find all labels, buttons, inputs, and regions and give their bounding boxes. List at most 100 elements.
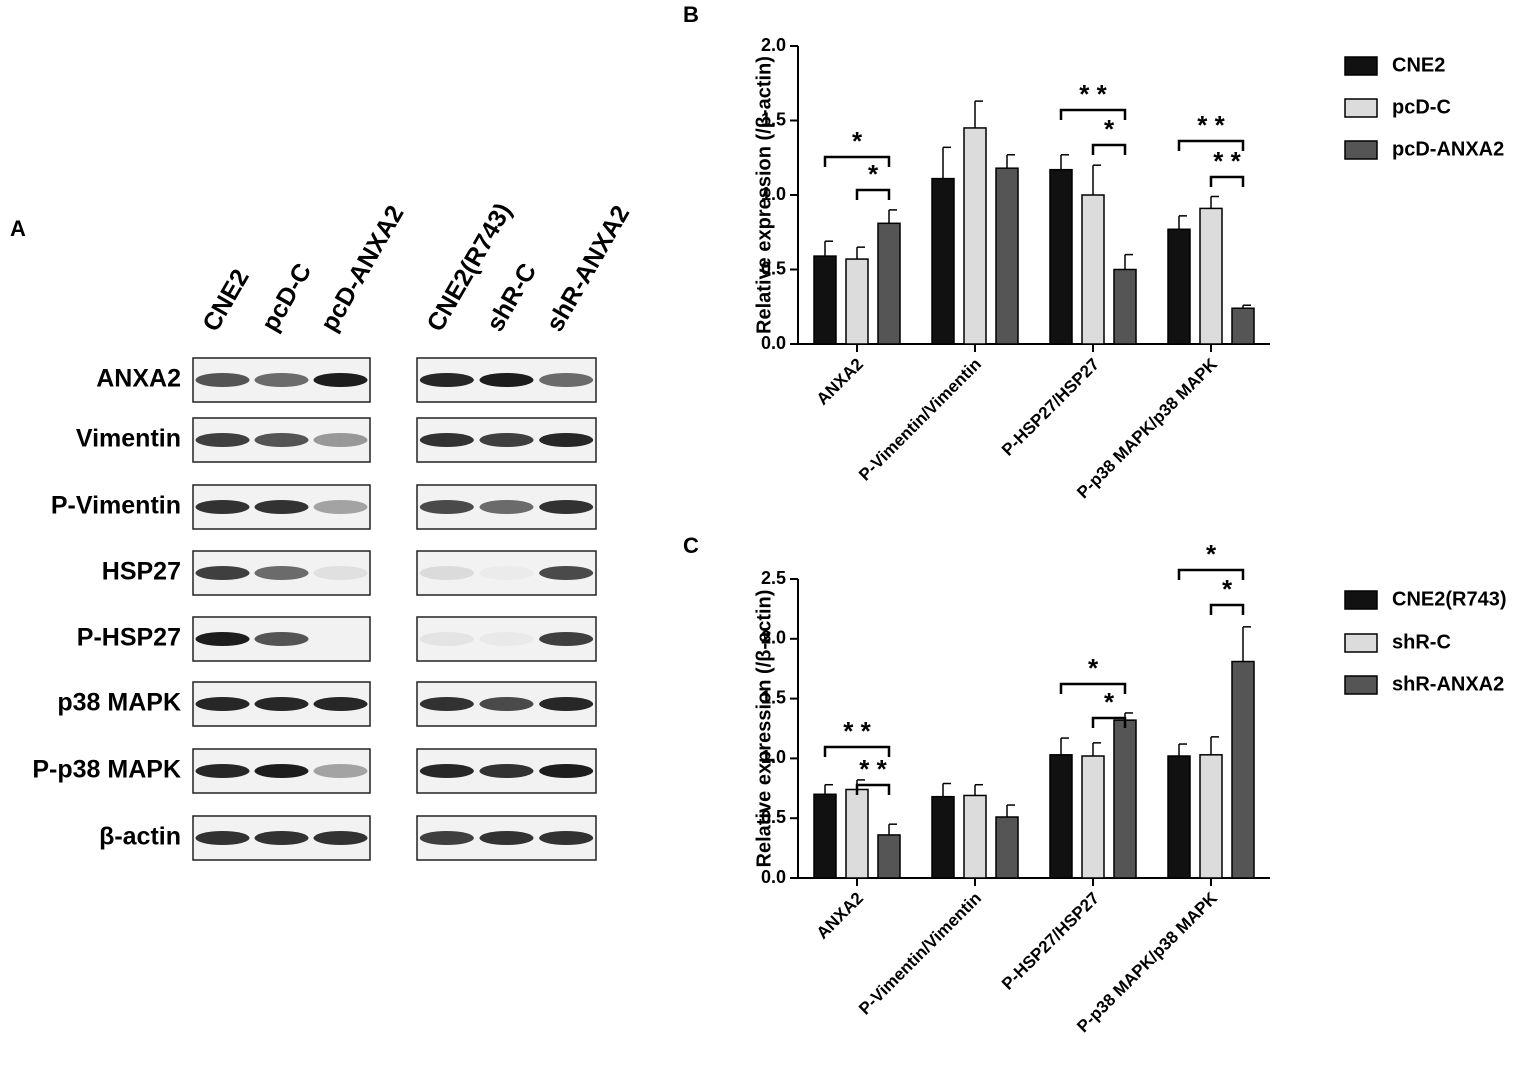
blot-band bbox=[539, 566, 594, 580]
blot-band bbox=[419, 632, 474, 646]
blot-band bbox=[419, 764, 474, 778]
blot-band bbox=[195, 373, 250, 387]
panel-label: B bbox=[683, 2, 699, 27]
bar bbox=[995, 167, 1019, 345]
blot-band bbox=[195, 831, 250, 845]
significance-label: * bbox=[1104, 114, 1115, 144]
blot-band bbox=[419, 500, 474, 514]
x-tick-label: P-HSP27/HSP27 bbox=[998, 355, 1103, 460]
blot-band bbox=[195, 697, 250, 711]
bar bbox=[1167, 755, 1191, 879]
y-tick-label: 1.5 bbox=[761, 109, 786, 129]
blot-band bbox=[479, 500, 534, 514]
bar bbox=[845, 788, 869, 879]
x-tick-label: P-p38 MAPK/p38 MAPK bbox=[1073, 888, 1221, 1036]
blot-band bbox=[419, 566, 474, 580]
bar bbox=[1167, 228, 1191, 345]
bar bbox=[1199, 207, 1223, 345]
y-axis-label: Relative expression (/β-actin) bbox=[753, 56, 775, 334]
lane-label: CNE2 bbox=[197, 265, 255, 337]
bar bbox=[1199, 754, 1223, 879]
blot-band bbox=[479, 373, 534, 387]
bar bbox=[1049, 168, 1073, 345]
panel-label: A bbox=[10, 216, 26, 241]
y-tick-label: 1.0 bbox=[761, 747, 786, 767]
protein-label: P-Vimentin bbox=[51, 492, 181, 520]
bar bbox=[1231, 660, 1255, 879]
blot-band bbox=[313, 373, 368, 387]
significance-label: * * bbox=[1079, 79, 1107, 109]
blot-band bbox=[313, 831, 368, 845]
significance-bracket bbox=[1177, 139, 1245, 151]
blot-band bbox=[539, 831, 594, 845]
significance-bracket bbox=[855, 188, 891, 200]
significance-label: * * bbox=[1213, 146, 1241, 176]
significance-label: * * bbox=[843, 716, 871, 746]
legend-swatch bbox=[1344, 590, 1378, 610]
blot-band bbox=[254, 697, 309, 711]
protein-label: ANXA2 bbox=[96, 365, 181, 393]
blot-band bbox=[479, 764, 534, 778]
bar bbox=[1231, 307, 1255, 345]
x-tick-label: P-HSP27/HSP27 bbox=[998, 889, 1103, 994]
legend-label: CNE2(R743) bbox=[1392, 588, 1506, 610]
blot-band bbox=[419, 697, 474, 711]
blot-band bbox=[313, 566, 368, 580]
legend-swatch bbox=[1344, 140, 1378, 160]
blot-band bbox=[195, 433, 250, 447]
significance-bracket bbox=[1059, 108, 1127, 120]
blot-band bbox=[313, 500, 368, 514]
bar bbox=[813, 793, 837, 879]
bar bbox=[1081, 755, 1105, 879]
x-tick-label: P-p38 MAPK/p38 MAPK bbox=[1073, 354, 1221, 502]
blot-band bbox=[195, 632, 250, 646]
blot-band bbox=[254, 831, 309, 845]
blot-band bbox=[313, 697, 368, 711]
protein-label: P-p38 MAPK bbox=[32, 756, 181, 784]
lane-label: shR-C bbox=[481, 259, 542, 337]
blot-band bbox=[539, 697, 594, 711]
blot-band bbox=[480, 566, 534, 580]
legend-label: shR-C bbox=[1392, 631, 1451, 653]
significance-label: * bbox=[1088, 653, 1099, 683]
blot-band bbox=[539, 433, 594, 447]
significance-label: * * bbox=[1197, 110, 1225, 140]
y-tick-label: 1.5 bbox=[761, 687, 786, 707]
blot-band bbox=[254, 764, 309, 778]
blot-band bbox=[313, 764, 368, 778]
y-tick-label: 1.0 bbox=[761, 184, 786, 204]
significance-bracket bbox=[823, 155, 891, 167]
bar bbox=[963, 794, 987, 879]
bar bbox=[845, 258, 869, 345]
blot-band bbox=[539, 500, 594, 514]
bar bbox=[1113, 268, 1137, 345]
legend-label: shR-ANXA2 bbox=[1392, 673, 1504, 695]
blot-band bbox=[313, 433, 368, 447]
significance-label: * bbox=[1104, 687, 1115, 717]
bar bbox=[813, 255, 837, 345]
legend-label: CNE2 bbox=[1392, 54, 1445, 76]
bar bbox=[877, 222, 901, 345]
significance-label: * bbox=[852, 126, 863, 156]
x-tick-label: ANXA2 bbox=[813, 355, 867, 409]
protein-label: P-HSP27 bbox=[77, 624, 181, 652]
lane-label: shR-ANXA2 bbox=[541, 201, 635, 337]
lane-label: pcD-ANXA2 bbox=[315, 201, 409, 337]
blot-band bbox=[254, 373, 309, 387]
protein-label: p38 MAPK bbox=[57, 689, 181, 717]
blot-band bbox=[479, 831, 534, 845]
bar bbox=[963, 127, 987, 345]
legend-swatch bbox=[1344, 633, 1378, 653]
blot-band bbox=[254, 632, 309, 646]
blot-band bbox=[479, 697, 534, 711]
blot-band bbox=[254, 433, 309, 447]
protein-label: Vimentin bbox=[76, 425, 181, 453]
bar bbox=[995, 816, 1019, 879]
blot-band bbox=[479, 632, 534, 646]
blot-band bbox=[419, 433, 474, 447]
y-tick-label: 0.5 bbox=[761, 807, 786, 827]
significance-bracket bbox=[1091, 716, 1127, 728]
legend-swatch bbox=[1344, 56, 1378, 76]
protein-label: HSP27 bbox=[102, 558, 181, 586]
